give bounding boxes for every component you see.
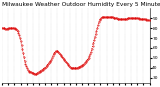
Text: Milwaukee Weather Outdoor Humidity Every 5 Minutes (Last 24 Hours): Milwaukee Weather Outdoor Humidity Every… bbox=[2, 2, 160, 7]
